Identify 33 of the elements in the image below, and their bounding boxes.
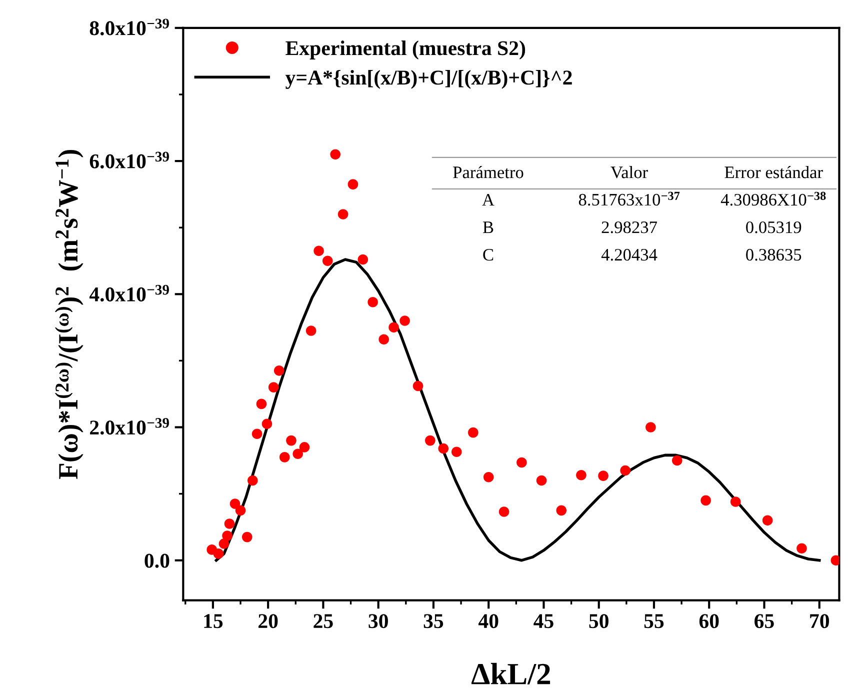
text: F(ω)*I$^{(2ω)}$/(I$^{(ω)}$)$^{2}$ (m$^{2}$s$^{2}$W$^{−1}$) bbox=[54, 150, 84, 480]
annotation: 2.98237 bbox=[602, 221, 657, 234]
annotation: 0.05319 bbox=[746, 221, 802, 234]
x-tick-label: 15 bbox=[204, 614, 223, 628]
annotation: 0.38635 bbox=[746, 248, 802, 261]
y-tick-label: 4.0x10$^{−39}$ bbox=[89, 284, 169, 302]
annotation: 4.30986X10$^{−38}$ bbox=[720, 192, 826, 206]
y-tick-label: 6.0x10$^{−39}$ bbox=[90, 152, 169, 168]
legend-label: Experimental (muestra S2) bbox=[286, 40, 526, 60]
x-tick-label: 30 bbox=[368, 614, 388, 628]
x-tick-label: 25 bbox=[314, 614, 333, 628]
annotation: 4.20434 bbox=[601, 248, 658, 261]
x-tick-label: 40 bbox=[478, 614, 498, 628]
x-tick-label: 45 bbox=[534, 614, 554, 628]
annotation: Valor bbox=[610, 166, 648, 178]
x-tick-label: 65 bbox=[754, 614, 774, 628]
legend-label: y=A*{sin[(x/B)+C]/[(x/B)+C]}^2 bbox=[285, 70, 572, 89]
annotation: B bbox=[482, 222, 494, 234]
x-tick-label: 55 bbox=[644, 614, 664, 628]
x-axis-title: ΔkL/2 bbox=[471, 662, 550, 684]
annotation: A bbox=[482, 194, 494, 206]
x-tick-label: 60 bbox=[699, 614, 719, 628]
annotation: Parámetro bbox=[453, 166, 524, 178]
y-tick-label: 0.0 bbox=[144, 554, 170, 568]
y-tick-label: 2.0x10$^{−39}$ bbox=[90, 418, 169, 435]
x-tick-label: 50 bbox=[589, 614, 608, 628]
x-tick-label: 35 bbox=[424, 614, 444, 628]
annotation: C bbox=[483, 248, 494, 261]
annotation: 8.51763x10$^{−37}$ bbox=[578, 192, 680, 206]
x-tick-label: 20 bbox=[258, 614, 278, 628]
x-tick-label: 70 bbox=[810, 614, 829, 628]
annotation: Error estándar bbox=[724, 166, 823, 178]
y-tick-label: 8.0x10$^{−39}$ bbox=[90, 18, 169, 36]
